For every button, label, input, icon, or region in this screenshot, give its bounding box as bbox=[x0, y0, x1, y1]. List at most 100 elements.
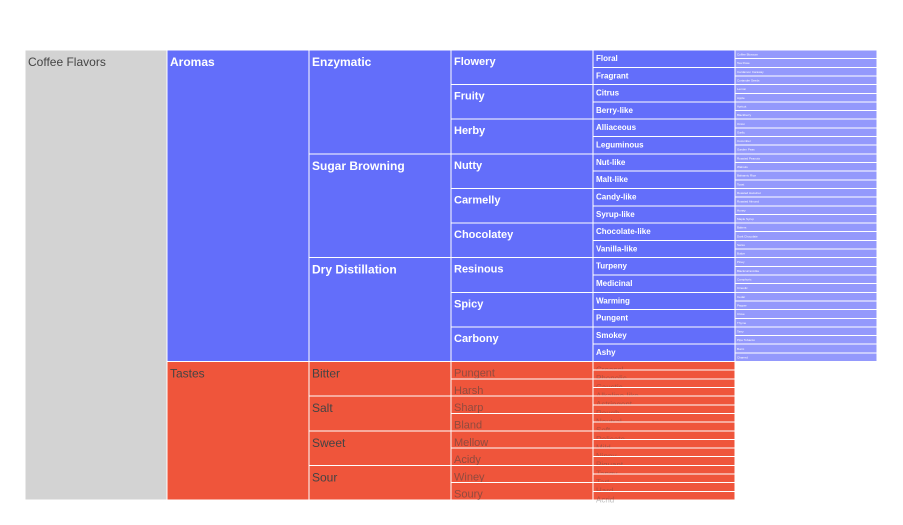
segment-label-tastes-d1: Tastes bbox=[170, 367, 205, 381]
segment-tarry-d5[interactable] bbox=[734, 326, 878, 337]
segment-label-butter-d5: Butter bbox=[737, 252, 745, 256]
segment-label-leguminous-d4: Leguminous bbox=[596, 141, 644, 150]
segment-label-vanilla-like-d4: Vanilla-like bbox=[596, 244, 638, 253]
segment-label-coriander-seeds-d5: Coriander Seeds bbox=[737, 78, 760, 82]
segment-charred-d5[interactable] bbox=[734, 352, 878, 363]
segment-label-camphoric-d5: Camphoric bbox=[737, 278, 752, 282]
segment-label-acrid-d4: Acrid bbox=[596, 495, 614, 504]
segment-label-blackcurrant-like-d5: Blackcurrant-like bbox=[737, 269, 760, 273]
segment-enzymatic-d2[interactable] bbox=[308, 49, 452, 155]
segment-label-spicy-d3: Spicy bbox=[454, 298, 484, 310]
segment-label-thyme-d5: Thyme bbox=[737, 321, 747, 325]
segment-label-bitter-d2: Bitter bbox=[312, 367, 340, 381]
segment-maple-syrup-d5[interactable] bbox=[734, 213, 878, 224]
segment-pipe-tobacco-d5[interactable] bbox=[734, 335, 878, 345]
segment-honey-d5[interactable] bbox=[734, 205, 878, 215]
segment-walnuts-d5[interactable] bbox=[734, 162, 878, 172]
segment-label-candy-like-d4: Candy-like bbox=[596, 192, 637, 201]
segment-clove-d5[interactable] bbox=[734, 309, 878, 319]
segment-label-pungent-d3: Pungent bbox=[454, 368, 495, 380]
segment-dry-distillation-d2[interactable] bbox=[308, 257, 452, 363]
segment-acrid-d4[interactable] bbox=[592, 490, 736, 501]
segment-piney-d5[interactable] bbox=[734, 257, 878, 267]
segment-label-bland-d3: Bland bbox=[454, 419, 482, 431]
segment-label-maple-syrup-d5: Maple Syrup bbox=[737, 217, 754, 221]
segment-apple-d5[interactable] bbox=[734, 92, 878, 103]
segment-label-sharp-d3: Sharp bbox=[454, 402, 483, 414]
segment-label-harsh-d3: Harsh bbox=[454, 385, 483, 397]
segment-label-lemon-d5: Lemon bbox=[737, 87, 747, 91]
segment-tart-d4[interactable] bbox=[592, 473, 736, 484]
segment-label-dry-distillation-d2: Dry Distillation bbox=[312, 263, 397, 277]
segment-label-apple-d5: Apple bbox=[737, 96, 745, 100]
segment-label-garden-peas-d5: Garden Peas bbox=[737, 148, 755, 152]
segment-label-balsamic-rice-d5: Balsamic Rice bbox=[737, 174, 756, 178]
segment-balsamic-rice-d5[interactable] bbox=[734, 170, 878, 181]
segment-label-cedar-d5: Cedar bbox=[737, 295, 745, 299]
segment-label-sweet-d2: Sweet bbox=[312, 436, 346, 450]
segment-label-coffee-blossom-d5: Coffee Blossom bbox=[737, 53, 759, 57]
segment-label-pipe-tobacco-d5: Pipe Tobacco bbox=[737, 338, 755, 342]
segment-label-herby-d3: Herby bbox=[454, 125, 486, 137]
segment-lemon-d5[interactable] bbox=[734, 84, 878, 94]
segment-cucumber-d5[interactable] bbox=[734, 136, 878, 146]
segment-sugar-browning-d2[interactable] bbox=[308, 153, 452, 259]
segment-pepper-d5[interactable] bbox=[734, 300, 878, 311]
segment-coffee-flavors-d0[interactable] bbox=[24, 49, 168, 501]
segment-label-chocolate-like-d4: Chocolate-like bbox=[596, 227, 651, 236]
segment-label-tarry-d5: Tarry bbox=[737, 329, 744, 333]
segment-cedar-d5[interactable] bbox=[734, 291, 878, 302]
segment-sour-d2[interactable] bbox=[308, 464, 452, 501]
segment-cineolic-d5[interactable] bbox=[734, 283, 878, 293]
segment-label-cucumber-d5: Cucumber bbox=[737, 139, 751, 143]
segment-label-sugar-browning-d2: Sugar Browning bbox=[312, 159, 405, 173]
segment-thyme-d5[interactable] bbox=[734, 317, 878, 328]
segment-tea-rose-d5[interactable] bbox=[734, 58, 878, 68]
segment-label-onion-d5: Onion bbox=[737, 122, 745, 126]
segment-hard-d4[interactable] bbox=[592, 482, 736, 492]
segment-garlic-d5[interactable] bbox=[734, 127, 878, 138]
segment-label-toast-d5: Toast bbox=[737, 182, 744, 186]
segment-nutty-d3[interactable] bbox=[450, 153, 594, 189]
segment-label-burnt-d5: Burnt bbox=[737, 347, 744, 351]
segment-label-winey-d3: Winey bbox=[454, 471, 485, 483]
segment-apricot-d5[interactable] bbox=[734, 101, 878, 112]
segment-carbony-d3[interactable] bbox=[450, 326, 594, 363]
segment-mild-d4[interactable] bbox=[592, 438, 736, 449]
segment-flowery-d3[interactable] bbox=[450, 49, 594, 86]
segment-butter-d5[interactable] bbox=[734, 248, 878, 259]
segment-label-dark-chocolate-d5: Dark Chocolate bbox=[737, 234, 758, 238]
segment-burnt-d5[interactable] bbox=[734, 343, 878, 354]
segment-label-clove-d5: Clove bbox=[737, 312, 745, 316]
segment-bakers-d5[interactable] bbox=[734, 222, 878, 233]
segment-label-blackberry-d5: Blackberry bbox=[737, 113, 752, 117]
segment-label-malt-like-d4: Malt-like bbox=[596, 175, 629, 184]
segment-aromas-d1[interactable] bbox=[166, 49, 310, 363]
segment-label-cardamon-caraway-d5: Cardamon Caraway bbox=[737, 70, 764, 74]
segment-label-acidy-d3: Acidy bbox=[454, 454, 481, 466]
segment-label-swiss-d5: Swiss bbox=[737, 243, 745, 247]
segment-label-medicinal-d4: Medicinal bbox=[596, 279, 632, 288]
segment-label-apricot-d5: Apricot bbox=[737, 104, 747, 108]
segment-label-smokey-d4: Smokey bbox=[596, 331, 627, 340]
segment-camphoric-d5[interactable] bbox=[734, 274, 878, 285]
segment-label-tea-rose-d5: Tea Rose bbox=[737, 61, 750, 65]
segment-label-soury-d3: Soury bbox=[454, 489, 483, 501]
segment-label-salt-d2: Salt bbox=[312, 401, 333, 415]
segment-blackberry-d5[interactable] bbox=[734, 110, 878, 120]
segment-label-citrus-d4: Citrus bbox=[596, 89, 620, 98]
segment-garden-peas-d5[interactable] bbox=[734, 144, 878, 155]
segment-swiss-d5[interactable] bbox=[734, 239, 878, 250]
segment-toast-d5[interactable] bbox=[734, 179, 878, 189]
segment-label-fruity-d3: Fruity bbox=[454, 91, 485, 103]
segment-label-flowery-d3: Flowery bbox=[454, 56, 496, 68]
segment-soft-d4[interactable] bbox=[592, 421, 736, 432]
segment-label-enzymatic-d2: Enzymatic bbox=[312, 55, 372, 69]
segment-label-cineolic-d5: Cineolic bbox=[737, 286, 748, 290]
segment-tastes-d1[interactable] bbox=[166, 361, 310, 501]
segment-label-charred-d5: Charred bbox=[737, 355, 748, 359]
segment-label-garlic-d5: Garlic bbox=[737, 130, 745, 134]
segment-onion-d5[interactable] bbox=[734, 118, 878, 129]
segment-resinous-d3[interactable] bbox=[450, 257, 594, 293]
